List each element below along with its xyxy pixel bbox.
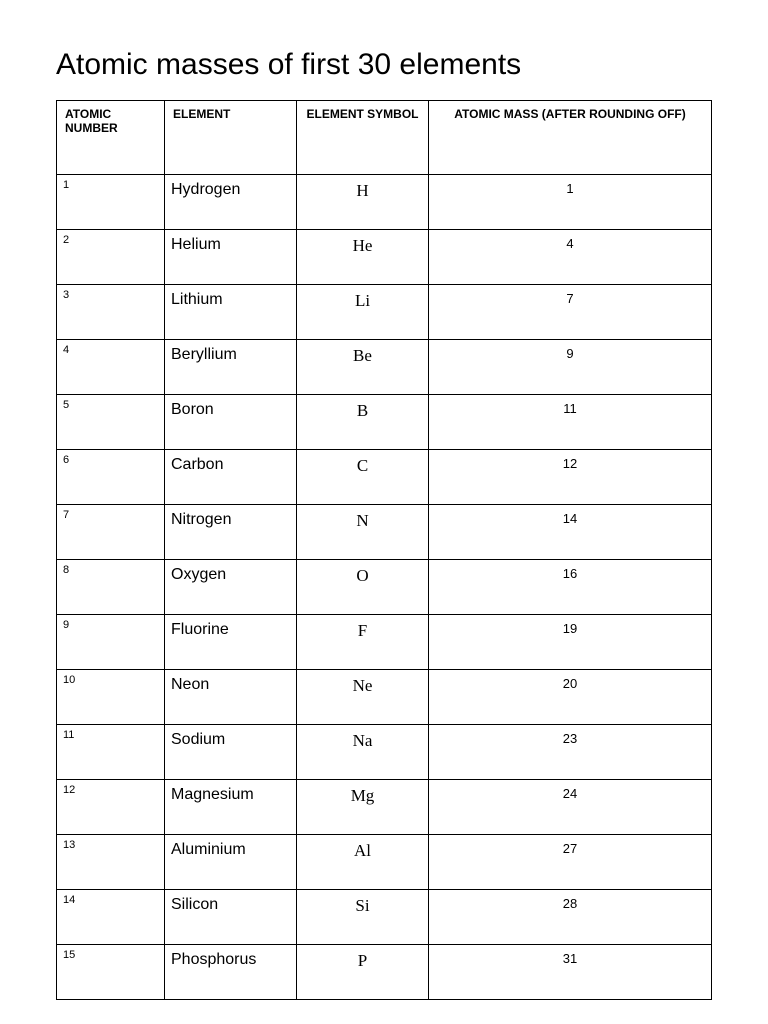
table-row: 3LithiumLi7 bbox=[57, 285, 712, 340]
cell-element: Fluorine bbox=[165, 615, 297, 670]
cell-element: Magnesium bbox=[165, 780, 297, 835]
cell-symbol: F bbox=[297, 615, 429, 670]
cell-atomic-number: 7 bbox=[57, 505, 165, 560]
col-header-atomic-mass: ATOMIC MASS (AFTER ROUNDING OFF) bbox=[429, 101, 712, 175]
cell-element: Silicon bbox=[165, 890, 297, 945]
cell-atomic-mass: 27 bbox=[429, 835, 712, 890]
cell-element: Boron bbox=[165, 395, 297, 450]
cell-atomic-number: 1 bbox=[57, 175, 165, 230]
cell-atomic-number: 3 bbox=[57, 285, 165, 340]
cell-atomic-number: 8 bbox=[57, 560, 165, 615]
cell-atomic-mass: 1 bbox=[429, 175, 712, 230]
cell-atomic-number: 10 bbox=[57, 670, 165, 725]
cell-element: Helium bbox=[165, 230, 297, 285]
cell-symbol: Li bbox=[297, 285, 429, 340]
elements-table: ATOMIC NUMBER ELEMENT ELEMENT SYMBOL ATO… bbox=[56, 100, 712, 1000]
table-body: 1HydrogenH12HeliumHe43LithiumLi74Berylli… bbox=[57, 175, 712, 1000]
cell-atomic-number: 5 bbox=[57, 395, 165, 450]
cell-atomic-number: 14 bbox=[57, 890, 165, 945]
cell-atomic-number: 15 bbox=[57, 945, 165, 1000]
table-row: 9FluorineF19 bbox=[57, 615, 712, 670]
cell-element: Beryllium bbox=[165, 340, 297, 395]
cell-symbol: N bbox=[297, 505, 429, 560]
table-row: 4BerylliumBe9 bbox=[57, 340, 712, 395]
table-row: 14SiliconSi28 bbox=[57, 890, 712, 945]
cell-atomic-number: 13 bbox=[57, 835, 165, 890]
cell-element: Oxygen bbox=[165, 560, 297, 615]
cell-symbol: Mg bbox=[297, 780, 429, 835]
col-header-symbol: ELEMENT SYMBOL bbox=[297, 101, 429, 175]
cell-atomic-number: 6 bbox=[57, 450, 165, 505]
cell-symbol: Al bbox=[297, 835, 429, 890]
table-header: ATOMIC NUMBER ELEMENT ELEMENT SYMBOL ATO… bbox=[57, 101, 712, 175]
cell-symbol: H bbox=[297, 175, 429, 230]
cell-atomic-mass: 28 bbox=[429, 890, 712, 945]
table-row: 8OxygenO16 bbox=[57, 560, 712, 615]
cell-symbol: Na bbox=[297, 725, 429, 780]
table-row: 12MagnesiumMg24 bbox=[57, 780, 712, 835]
cell-element: Lithium bbox=[165, 285, 297, 340]
cell-element: Nitrogen bbox=[165, 505, 297, 560]
document-page: Atomic masses of first 30 elements ATOMI… bbox=[0, 0, 768, 1000]
cell-atomic-mass: 24 bbox=[429, 780, 712, 835]
cell-symbol: Be bbox=[297, 340, 429, 395]
table-row: 1HydrogenH1 bbox=[57, 175, 712, 230]
cell-element: Phosphorus bbox=[165, 945, 297, 1000]
cell-atomic-mass: 14 bbox=[429, 505, 712, 560]
cell-atomic-number: 2 bbox=[57, 230, 165, 285]
cell-symbol: P bbox=[297, 945, 429, 1000]
table-row: 11SodiumNa23 bbox=[57, 725, 712, 780]
cell-atomic-mass: 11 bbox=[429, 395, 712, 450]
cell-element: Sodium bbox=[165, 725, 297, 780]
table-header-row: ATOMIC NUMBER ELEMENT ELEMENT SYMBOL ATO… bbox=[57, 101, 712, 175]
cell-atomic-mass: 19 bbox=[429, 615, 712, 670]
cell-atomic-mass: 9 bbox=[429, 340, 712, 395]
cell-symbol: Ne bbox=[297, 670, 429, 725]
table-row: 6CarbonC12 bbox=[57, 450, 712, 505]
cell-atomic-mass: 23 bbox=[429, 725, 712, 780]
table-row: 13AluminiumAl27 bbox=[57, 835, 712, 890]
col-header-atomic-number: ATOMIC NUMBER bbox=[57, 101, 165, 175]
cell-symbol: Si bbox=[297, 890, 429, 945]
cell-symbol: C bbox=[297, 450, 429, 505]
cell-element: Hydrogen bbox=[165, 175, 297, 230]
table-row: 5BoronB11 bbox=[57, 395, 712, 450]
page-title: Atomic masses of first 30 elements bbox=[56, 48, 712, 82]
col-header-element: ELEMENT bbox=[165, 101, 297, 175]
cell-atomic-mass: 4 bbox=[429, 230, 712, 285]
table-row: 2HeliumHe4 bbox=[57, 230, 712, 285]
cell-atomic-number: 12 bbox=[57, 780, 165, 835]
cell-atomic-number: 9 bbox=[57, 615, 165, 670]
table-row: 15PhosphorusP31 bbox=[57, 945, 712, 1000]
table-row: 7NitrogenN14 bbox=[57, 505, 712, 560]
cell-atomic-mass: 20 bbox=[429, 670, 712, 725]
cell-atomic-mass: 16 bbox=[429, 560, 712, 615]
cell-element: Carbon bbox=[165, 450, 297, 505]
cell-element: Neon bbox=[165, 670, 297, 725]
cell-atomic-mass: 7 bbox=[429, 285, 712, 340]
cell-atomic-mass: 31 bbox=[429, 945, 712, 1000]
cell-symbol: He bbox=[297, 230, 429, 285]
cell-atomic-mass: 12 bbox=[429, 450, 712, 505]
cell-atomic-number: 11 bbox=[57, 725, 165, 780]
cell-symbol: B bbox=[297, 395, 429, 450]
table-row: 10NeonNe20 bbox=[57, 670, 712, 725]
cell-atomic-number: 4 bbox=[57, 340, 165, 395]
cell-element: Aluminium bbox=[165, 835, 297, 890]
cell-symbol: O bbox=[297, 560, 429, 615]
